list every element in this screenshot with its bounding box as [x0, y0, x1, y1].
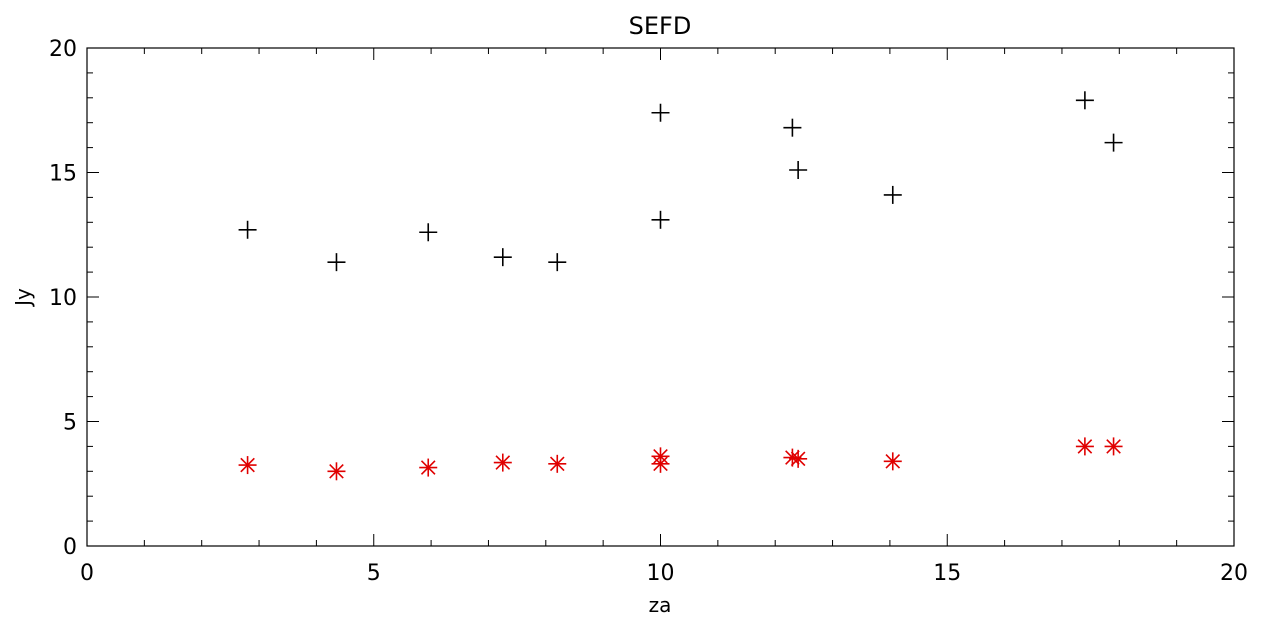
- asterisk-marker-point: [327, 462, 346, 481]
- y-tick-label: 15: [49, 162, 77, 187]
- x-axis-label: za: [649, 593, 672, 617]
- chart-title: SEFD: [629, 12, 692, 40]
- asterisk-marker-point: [419, 458, 438, 477]
- x-tick-label: 15: [933, 561, 961, 586]
- plus-marker-point: [783, 118, 802, 137]
- plus-marker-point: [493, 248, 512, 267]
- asterisk-marker-point: [883, 452, 902, 471]
- y-tick-label: 0: [63, 535, 77, 560]
- x-tick-label: 0: [80, 561, 94, 586]
- y-tick-label: 20: [49, 37, 77, 62]
- plus-marker-point: [651, 210, 670, 229]
- plus-marker-point: [327, 253, 346, 272]
- data-points: [238, 91, 1123, 481]
- asterisk-marker-point: [1104, 437, 1123, 456]
- axis-ticks: [86, 47, 1235, 547]
- tick-labels: 0 5 10 15 20 0 5 10 15 20: [49, 37, 1248, 586]
- x-tick-label: 5: [367, 561, 381, 586]
- asterisk-marker-point: [548, 454, 567, 473]
- x-tick-label: 10: [647, 561, 675, 586]
- plus-marker-point: [1075, 91, 1094, 110]
- asterisk-marker-point: [789, 449, 808, 468]
- asterisk-marker-point: [1075, 437, 1094, 456]
- y-tick-label: 10: [49, 286, 77, 311]
- asterisk-marker-point: [493, 453, 512, 472]
- plus-marker-point: [419, 223, 438, 242]
- plus-marker-point: [651, 103, 670, 122]
- plus-marker-point: [238, 220, 257, 239]
- asterisk-marker-point: [238, 456, 257, 475]
- plus-marker-point: [548, 253, 567, 272]
- plus-marker-point: [789, 161, 808, 180]
- x-tick-label: 20: [1220, 561, 1248, 586]
- plus-marker-point: [883, 185, 902, 204]
- asterisk-marker-point: [651, 454, 670, 473]
- plus-marker-point: [1104, 133, 1123, 152]
- y-tick-label: 5: [63, 411, 77, 436]
- y-axis-label: Jy: [11, 288, 35, 308]
